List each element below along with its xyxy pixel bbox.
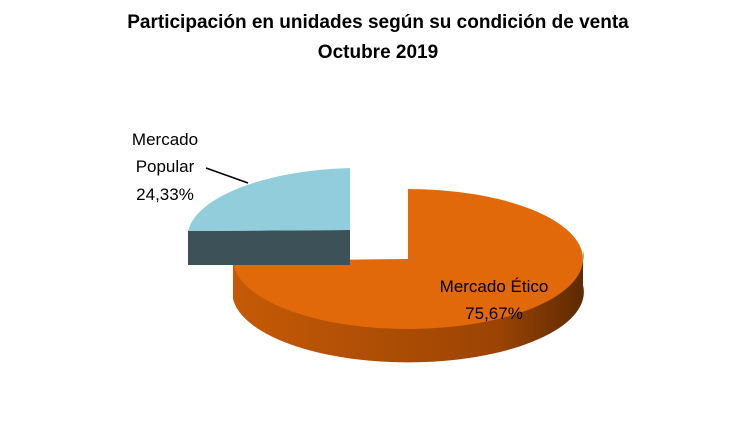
chart-title: Participación en unidades según su condi…	[127, 12, 629, 33]
label-popular-line1: Mercado	[132, 130, 198, 149]
slice-mercado-popular-side	[188, 230, 350, 265]
slice-mercado-etico-top	[233, 189, 583, 329]
slice-mercado-etico-side	[233, 251, 584, 363]
label-etico-name: Mercado Ético	[440, 277, 549, 296]
label-popular-value: 24,33%	[136, 185, 194, 204]
label-etico-value: 75,67%	[465, 304, 523, 323]
chart-subtitle: Octubre 2019	[317, 42, 439, 63]
slice-mercado-popular-top	[188, 168, 350, 231]
label-popular-line2: Popular	[136, 157, 195, 176]
leader-line	[205, 167, 249, 184]
